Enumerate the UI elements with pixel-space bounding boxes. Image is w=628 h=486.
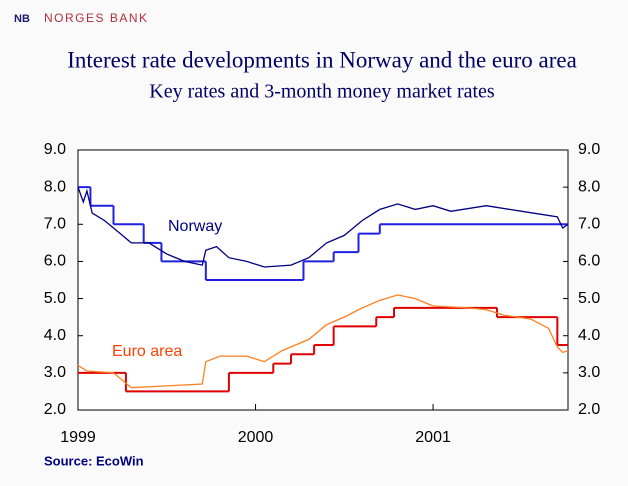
annotation: Norway (168, 218, 222, 235)
annotation: Euro area (112, 343, 182, 360)
source: Source: EcoWin (44, 453, 144, 468)
y-tick-label: 8.0 (44, 178, 66, 195)
x-tick-label: 2001 (415, 429, 451, 446)
bank-name: NORGES BANK (44, 11, 149, 25)
y-tick-label: 6.0 (44, 253, 66, 270)
y2-tick-label: 5.0 (578, 290, 600, 307)
y2-tick-label: 6.0 (578, 253, 600, 270)
y2-tick-label: 2.0 (578, 401, 600, 418)
y2-tick-label: 7.0 (578, 216, 600, 233)
series-line (77, 294, 569, 389)
y2-tick-label: 8.0 (578, 178, 600, 195)
y-tick-label: 5.0 (44, 290, 66, 307)
y-tick-label: 7.0 (44, 216, 66, 233)
y2-tick-label: 3.0 (578, 364, 600, 381)
y-tick-label: 3.0 (44, 364, 66, 381)
chart-subtitle: Key rates and 3-month money market rates (149, 81, 495, 103)
y2-tick-label: 9.0 (578, 141, 600, 158)
y-tick-label: 4.0 (44, 327, 66, 344)
y-tick-label: 2.0 (44, 401, 66, 418)
x-tick-label: 2000 (238, 429, 274, 446)
series-line (77, 186, 569, 268)
chart-title: Interest rate developments in Norway and… (67, 47, 577, 72)
plot-area (77, 149, 569, 411)
x-tick-label: 1999 (60, 429, 96, 446)
y-tick-label: 9.0 (44, 141, 66, 158)
logo: NB (14, 13, 30, 25)
y2-tick-label: 4.0 (578, 327, 600, 344)
